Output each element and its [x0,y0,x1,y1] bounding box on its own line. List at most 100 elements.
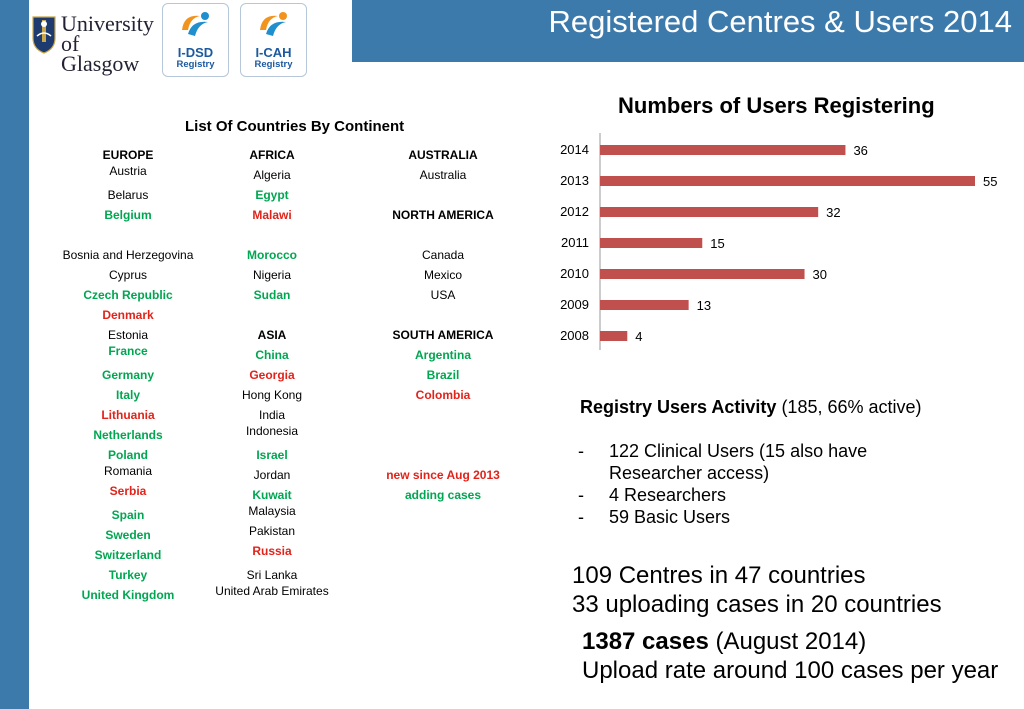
country-name: Hong Kong [241,388,303,402]
country-name: Bosnia and Herzegovina [62,248,194,262]
country-name: Netherlands [93,428,163,442]
country-name: Poland [107,448,149,462]
registry-swirl-icon [182,12,209,36]
country-name: Australia [419,168,467,182]
activity-summary: (185, 66% active) [781,397,922,417]
country-name: Cyprus [108,268,148,282]
country-name: United Arab Emirates [215,584,329,598]
country-name: Denmark [102,308,154,322]
country-name: Sweden [105,528,151,542]
bullet-dash: - [578,507,584,527]
country-name: Brazil [426,368,460,382]
country-name: Mexico [423,268,463,282]
country-name: Indonesia [245,424,299,438]
country-name: Sudan [253,288,291,302]
country-name: Nigeria [252,268,292,282]
centres-summary: 109 Centres in 47 countries [572,562,866,589]
bar-2013 [600,176,975,186]
y-tick-label: 2012 [560,204,589,219]
continent-heading: ASIA [257,328,287,342]
country-name: Kuwait [252,488,292,502]
country-name: Estonia [107,328,149,342]
data-label: 4 [635,329,642,344]
legend-adding-cases: adding cases [404,488,482,502]
country-name: Serbia [109,484,147,498]
bar-2008 [600,331,628,341]
bullet-dash: - [578,485,584,505]
country-name: Algeria [253,168,291,182]
cases-count: 1387 cases [582,628,709,655]
cases-date: (August 2014) [715,628,867,655]
country-name: Sri Lanka [246,568,298,582]
slide-title: Registered Centres & Users 2014 [548,4,1012,39]
left-accent-bar [0,0,29,709]
legend-new-since: new since Aug 2013 [386,468,500,482]
country-name: Italy [115,388,141,402]
i-dsd-registry-logo: I-DSD Registry [162,3,229,77]
country-name: Turkey [108,568,148,582]
country-name: Malaysia [248,504,296,518]
country-name: Czech Republic [83,288,173,302]
country-name: Malawi [252,208,292,222]
activity-item-researchers: 4 Researchers [609,485,727,505]
data-label: 30 [813,267,827,282]
country-name: Colombia [415,388,471,402]
crest-icon [32,16,56,54]
country-name: Russia [252,544,292,558]
data-label: 13 [697,298,711,313]
continent-heading: AUSTRALIA [408,148,478,162]
country-name: Morocco [246,248,298,262]
country-name: Pakistan [248,524,296,538]
activity-heading: Registry Users Activity (185, 66% active… [580,397,922,418]
country-name: Germany [101,368,155,382]
cases-summary: 1387 cases (August 2014) [582,628,866,656]
bar-2009 [600,300,689,310]
registry-swirl-icon [260,12,287,36]
activity-item-clinical-cont: Researcher access) [609,463,770,483]
bar-2011 [600,238,703,248]
country-name: Belarus [107,188,149,202]
data-label: 55 [983,174,997,189]
data-label: 36 [853,143,867,158]
title-banner: Registered Centres & Users 2014 [352,0,1024,62]
activity-item-basic: 59 Basic Users [609,507,731,527]
country-name: Belgium [104,208,152,222]
i-cah-registry-logo: I-CAH Registry [240,3,307,77]
bullet-dash: - [578,441,584,461]
bar-2010 [600,269,805,279]
data-label: 15 [710,236,724,251]
countries-list-title: List Of Countries By Continent [185,118,405,135]
country-name: Romania [103,464,153,478]
activity-heading-label: Registry Users Activity [580,397,777,417]
bar-2014 [600,145,846,155]
continent-heading: EUROPE [102,148,154,162]
country-name: Austria [109,164,147,178]
y-tick-label: 2011 [561,235,589,250]
y-tick-label: 2010 [560,266,589,281]
university-logo: University of Glasgow [30,13,154,75]
y-tick-label: 2013 [560,173,589,188]
country-name: Lithuania [101,408,155,422]
y-tick-label: 2008 [560,328,589,343]
y-tick-label: 2009 [560,297,589,312]
data-label: 32 [826,205,840,220]
uploading-summary: 33 uploading cases in 20 countries [572,591,942,618]
chart-title: Numbers of Users Registering [618,93,935,118]
university-wordmark: University of Glasgow [61,11,154,76]
country-name: Egypt [255,188,289,202]
country-name: China [255,348,289,362]
upload-rate: Upload rate around 100 cases per year [582,657,999,684]
country-name: United Kingdom [81,588,175,602]
country-name: Switzerland [94,548,162,562]
country-name: Jordan [253,468,291,482]
country-name: Canada [421,248,465,262]
continent-heading: NORTH AMERICA [392,208,494,222]
country-name: USA [430,288,456,302]
country-name: Spain [111,508,145,522]
bar-2012 [600,207,819,217]
y-tick-label: 2014 [560,142,589,157]
country-name: Georgia [249,368,295,382]
users-bar-chart: 2014 36 2013 55 2012 32 2011 15 2010 30 2009 13 2008… [560,133,997,350]
country-name: France [108,344,148,358]
country-name: India [258,408,286,422]
